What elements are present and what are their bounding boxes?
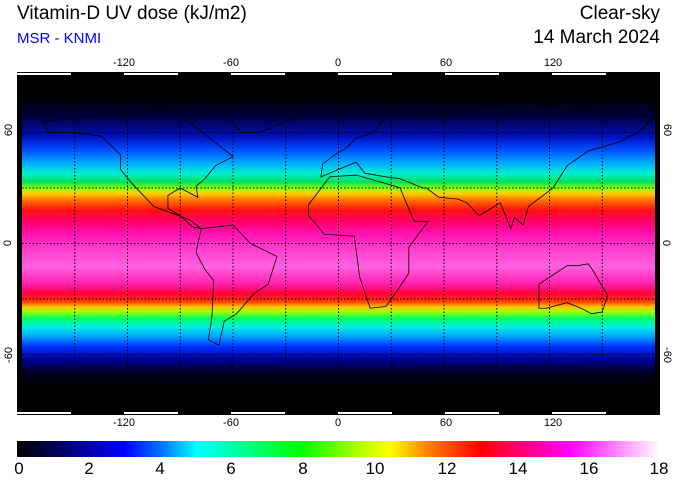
graticule bbox=[22, 77, 655, 410]
lon-label-top: -120 bbox=[112, 57, 136, 69]
frame-tick bbox=[231, 73, 285, 75]
frame-tick bbox=[445, 412, 499, 414]
north-america-coast bbox=[43, 110, 233, 228]
lon-label-bottom: 120 bbox=[543, 417, 563, 429]
frame-tick bbox=[17, 73, 71, 75]
lon-label-bottom: 0 bbox=[334, 417, 342, 429]
colorbar-label: 10 bbox=[365, 459, 385, 478]
lat-label-right: 0 bbox=[660, 239, 673, 247]
frame-tick bbox=[124, 412, 178, 414]
eurasia-coast bbox=[321, 101, 655, 229]
lat-label-left: 0 bbox=[2, 239, 15, 247]
south-america-coast bbox=[196, 225, 277, 345]
frame-tick bbox=[124, 73, 178, 75]
colorbar-label: 8 bbox=[298, 459, 308, 478]
colorbar-label: 6 bbox=[226, 459, 236, 478]
colorbar bbox=[17, 441, 660, 457]
lat-label-left: 60 bbox=[3, 123, 16, 137]
lon-label-top: -60 bbox=[223, 57, 239, 69]
lat-label-right: 60 bbox=[661, 123, 674, 137]
colorbar-label: 16 bbox=[579, 459, 599, 478]
frame-tick bbox=[552, 412, 606, 414]
lon-label-top: 120 bbox=[543, 57, 563, 69]
frame-tick bbox=[445, 73, 499, 75]
colorbar-label: 14 bbox=[508, 459, 528, 478]
frame-tick bbox=[552, 73, 606, 75]
lon-label-bottom: -120 bbox=[112, 417, 136, 429]
colorbar-label: 12 bbox=[437, 459, 457, 478]
lon-label-bottom: -60 bbox=[223, 417, 239, 429]
colorbar-label: 18 bbox=[649, 459, 669, 478]
africa-coast bbox=[309, 175, 429, 308]
coastlines bbox=[22, 77, 655, 410]
frame-tick bbox=[231, 412, 285, 414]
lat-label-right: -60 bbox=[660, 347, 673, 363]
lon-label-top: 0 bbox=[334, 57, 342, 69]
map-title: Vitamin-D UV dose (kJ/m2) bbox=[17, 3, 247, 24]
colorbar-label: 4 bbox=[155, 459, 165, 478]
frame-tick bbox=[338, 73, 392, 75]
map-frame bbox=[17, 72, 660, 415]
lon-label-bottom: 60 bbox=[439, 417, 453, 429]
greenland-coast bbox=[212, 92, 303, 133]
date-label: 14 March 2024 bbox=[533, 27, 660, 48]
sky-mode-label: Clear-sky bbox=[579, 3, 660, 24]
lat-label-left: -60 bbox=[2, 347, 15, 363]
uv-dose-map bbox=[22, 77, 655, 410]
frame-tick bbox=[17, 412, 71, 414]
frame-tick bbox=[338, 412, 392, 414]
colorbar-label: 0 bbox=[14, 459, 24, 478]
colorbar-label: 2 bbox=[84, 459, 94, 478]
australia-coast bbox=[539, 264, 608, 314]
source-label: MSR - KNMI bbox=[17, 30, 102, 47]
lon-label-top: 60 bbox=[439, 57, 453, 69]
